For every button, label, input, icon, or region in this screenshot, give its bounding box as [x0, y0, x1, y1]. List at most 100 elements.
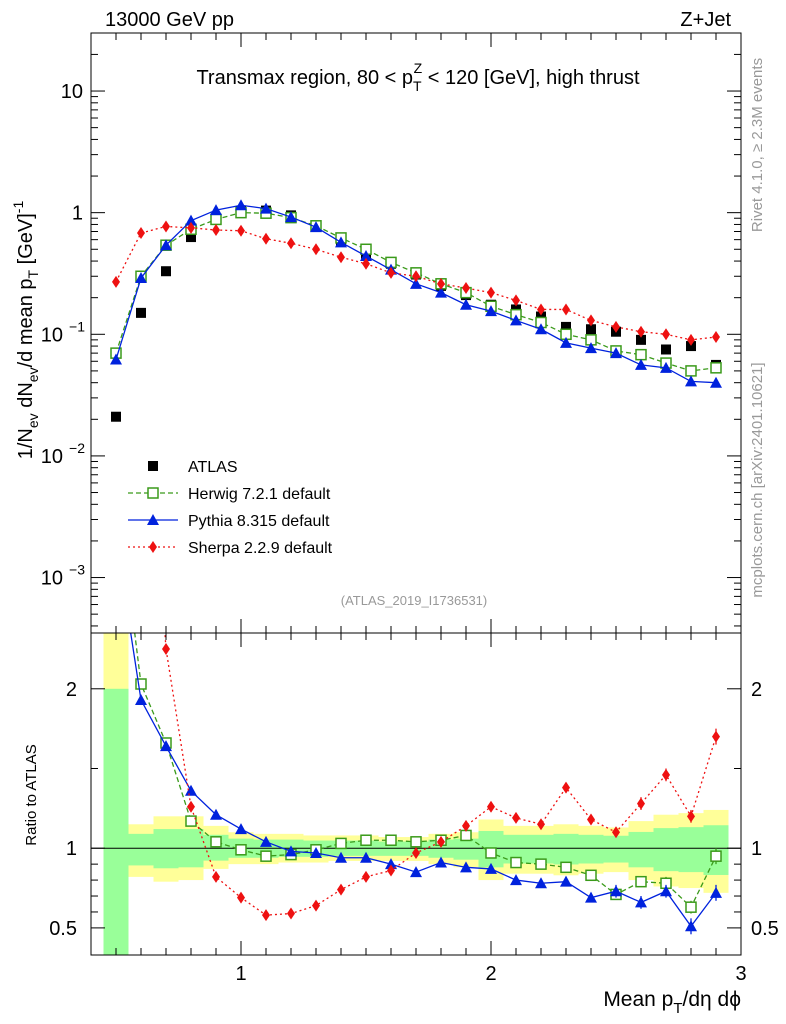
series-sherpa — [112, 220, 720, 346]
main-y-tick-exponent: −2 — [69, 440, 85, 456]
data-point — [337, 251, 345, 264]
data-point — [637, 325, 645, 338]
ratio-point — [587, 813, 595, 826]
legend-label: Herwig 7.2.1 default — [188, 486, 331, 503]
ratio-point — [460, 861, 472, 873]
data-point — [586, 324, 596, 335]
ratio-point — [335, 837, 347, 850]
ratio-y-tick-label: 2 — [66, 679, 77, 701]
ratio-point — [262, 909, 270, 922]
main-y-tick-label: 10 — [61, 81, 83, 103]
ratio-y-tick-label-right: 1 — [751, 838, 762, 860]
main-panel: (ATLAS_2019_I1736531) 10 1 10 −1 10 −2 10 −3 Tr… — [10, 32, 742, 634]
data-point — [110, 353, 122, 365]
ratio-point — [610, 885, 622, 897]
uncertainty-band-green — [628, 831, 654, 868]
data-point — [612, 320, 620, 333]
ratio-y-tick-label-right: 0.5 — [751, 918, 779, 940]
uncertainty-band-green — [553, 833, 579, 865]
series-line — [115, 204, 717, 384]
series-atlas — [111, 205, 721, 422]
x-tick-label: 1 — [235, 963, 246, 985]
main-watermark: (ATLAS_2019_I1736531) — [341, 593, 487, 608]
ratio-point — [210, 836, 222, 848]
data-point — [660, 361, 672, 373]
ratio-point — [637, 797, 645, 810]
data-point — [510, 314, 522, 326]
data-point — [235, 199, 247, 211]
ratio-point — [612, 826, 620, 839]
data-point — [560, 336, 572, 348]
ratio-point — [685, 901, 697, 913]
main-ylabel: 1/Nev dNev/d mean pT [GeV]-1 — [10, 201, 41, 460]
ratio-point — [360, 851, 372, 863]
ratio-point — [635, 896, 647, 908]
data-point — [412, 270, 420, 283]
x-tick-label: 3 — [735, 963, 746, 985]
ratio-y-tick-label: 1 — [66, 838, 77, 860]
data-point — [437, 277, 445, 290]
data-point — [485, 305, 497, 317]
legend-label: Sherpa 2.2.9 default — [188, 540, 333, 557]
ratio-point — [710, 886, 722, 898]
ratio-y-tick-label-right: 2 — [751, 679, 762, 701]
data-point — [136, 307, 146, 318]
ratio-point — [260, 850, 272, 862]
header-left: 13000 GeV pp — [105, 9, 234, 31]
data-point — [112, 275, 120, 288]
data-point — [710, 362, 722, 374]
ratio-point — [187, 800, 195, 813]
ratio-point — [710, 850, 722, 862]
ratio-y-tick-label: 0.5 — [49, 918, 77, 940]
ratio-point — [135, 678, 147, 690]
ratio-series-sherpa — [162, 633, 720, 922]
ratio-point — [387, 864, 395, 877]
ratio-point — [635, 875, 647, 888]
ratio-point — [485, 862, 497, 874]
legend-entry: ATLAS — [148, 459, 238, 476]
ratio-point — [160, 740, 172, 752]
ratio-point — [585, 869, 597, 882]
ratio-point — [585, 891, 597, 903]
ratio-point — [135, 693, 147, 705]
uncertainty-band-green — [103, 688, 129, 955]
rivet-label: Rivet 4.1.0, ≥ 2.3M events — [749, 58, 766, 232]
data-point — [186, 232, 196, 243]
data-point — [210, 204, 222, 216]
data-point — [686, 341, 696, 352]
ratio-point — [335, 851, 347, 863]
data-point — [662, 328, 670, 341]
data-point — [310, 221, 322, 233]
data-point — [537, 303, 545, 316]
data-point — [312, 243, 320, 256]
ratio-point — [235, 823, 247, 835]
main-y-tick-label: 10 — [41, 446, 63, 468]
data-point — [487, 286, 495, 299]
ratio-point — [410, 866, 422, 878]
uncertainty-band-green — [653, 828, 679, 872]
data-point — [387, 266, 395, 279]
ratio-point — [712, 730, 720, 743]
data-point — [585, 342, 597, 354]
data-point — [210, 213, 222, 226]
ratio-point — [562, 781, 570, 794]
data-point — [587, 314, 595, 327]
ratio-point — [337, 883, 345, 896]
series-herwig — [110, 206, 722, 377]
main-y-tick-label: 1 — [72, 203, 83, 225]
ratio-point — [537, 818, 545, 831]
main-title: Transmax region, 80 < pTZ < 120 [GeV], h… — [196, 60, 640, 94]
ratio-point — [535, 858, 547, 870]
legend-label: Pythia 8.315 default — [188, 513, 330, 530]
x-axis-label: Mean pT/dη dϕ — [603, 988, 741, 1017]
data-point — [212, 224, 220, 237]
data-point — [610, 347, 622, 359]
ratio-point — [285, 845, 297, 857]
uncertainty-band-green — [678, 827, 704, 873]
data-point — [462, 282, 470, 295]
x-tick-label: 2 — [485, 963, 496, 985]
data-point — [285, 211, 297, 223]
ratio-point — [687, 810, 695, 823]
ratio-point — [237, 891, 245, 904]
ratio-point — [435, 856, 447, 868]
